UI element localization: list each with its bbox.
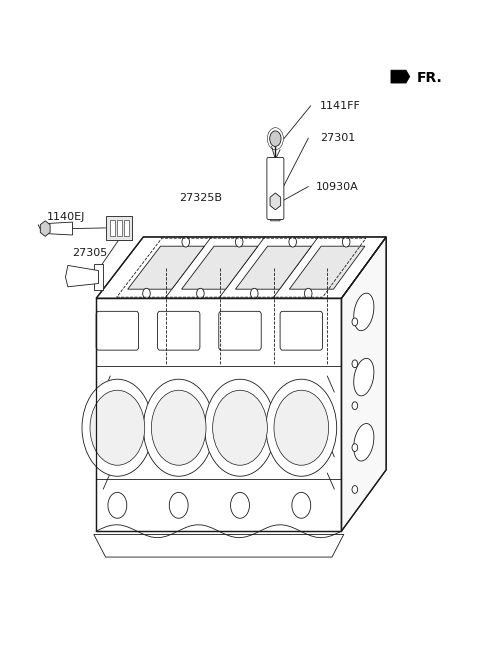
Polygon shape [181, 246, 258, 290]
Circle shape [352, 485, 358, 493]
Circle shape [235, 236, 243, 247]
Circle shape [169, 493, 188, 518]
Polygon shape [341, 237, 386, 531]
Text: 10930A: 10930A [315, 181, 358, 191]
Circle shape [289, 236, 297, 247]
Circle shape [143, 288, 150, 299]
Circle shape [352, 318, 358, 326]
Polygon shape [289, 246, 365, 290]
Circle shape [270, 131, 281, 147]
FancyBboxPatch shape [267, 157, 284, 219]
Polygon shape [65, 265, 98, 287]
Circle shape [82, 379, 153, 476]
FancyBboxPatch shape [106, 215, 132, 240]
Polygon shape [40, 221, 50, 236]
Polygon shape [391, 70, 410, 83]
Polygon shape [270, 193, 281, 210]
Circle shape [352, 360, 358, 367]
Polygon shape [96, 299, 341, 531]
Circle shape [204, 379, 276, 476]
Polygon shape [47, 222, 72, 235]
Polygon shape [94, 264, 103, 290]
Polygon shape [94, 534, 344, 557]
Circle shape [352, 443, 358, 451]
Circle shape [182, 236, 190, 247]
Text: FR.: FR. [417, 71, 443, 85]
Circle shape [90, 390, 145, 465]
Text: 27325B: 27325B [179, 193, 222, 203]
Circle shape [230, 493, 250, 518]
Circle shape [352, 402, 358, 409]
Circle shape [251, 288, 258, 299]
Circle shape [151, 390, 206, 465]
FancyBboxPatch shape [118, 219, 122, 236]
Polygon shape [236, 246, 312, 290]
Circle shape [304, 288, 312, 299]
Circle shape [292, 493, 311, 518]
Circle shape [342, 236, 350, 247]
Circle shape [197, 288, 204, 299]
Circle shape [266, 379, 336, 476]
Polygon shape [271, 192, 280, 221]
Text: 27305: 27305 [72, 248, 108, 258]
FancyBboxPatch shape [124, 219, 129, 236]
Text: 1140EJ: 1140EJ [47, 212, 85, 222]
FancyBboxPatch shape [110, 219, 115, 236]
Circle shape [144, 379, 214, 476]
Circle shape [274, 390, 329, 465]
Ellipse shape [354, 293, 374, 331]
Text: 1141FF: 1141FF [320, 101, 361, 111]
Ellipse shape [354, 358, 374, 396]
Polygon shape [128, 246, 204, 290]
Circle shape [213, 390, 267, 465]
Circle shape [108, 493, 127, 518]
Polygon shape [96, 237, 386, 299]
Ellipse shape [354, 424, 374, 461]
Text: 27301: 27301 [320, 133, 355, 143]
